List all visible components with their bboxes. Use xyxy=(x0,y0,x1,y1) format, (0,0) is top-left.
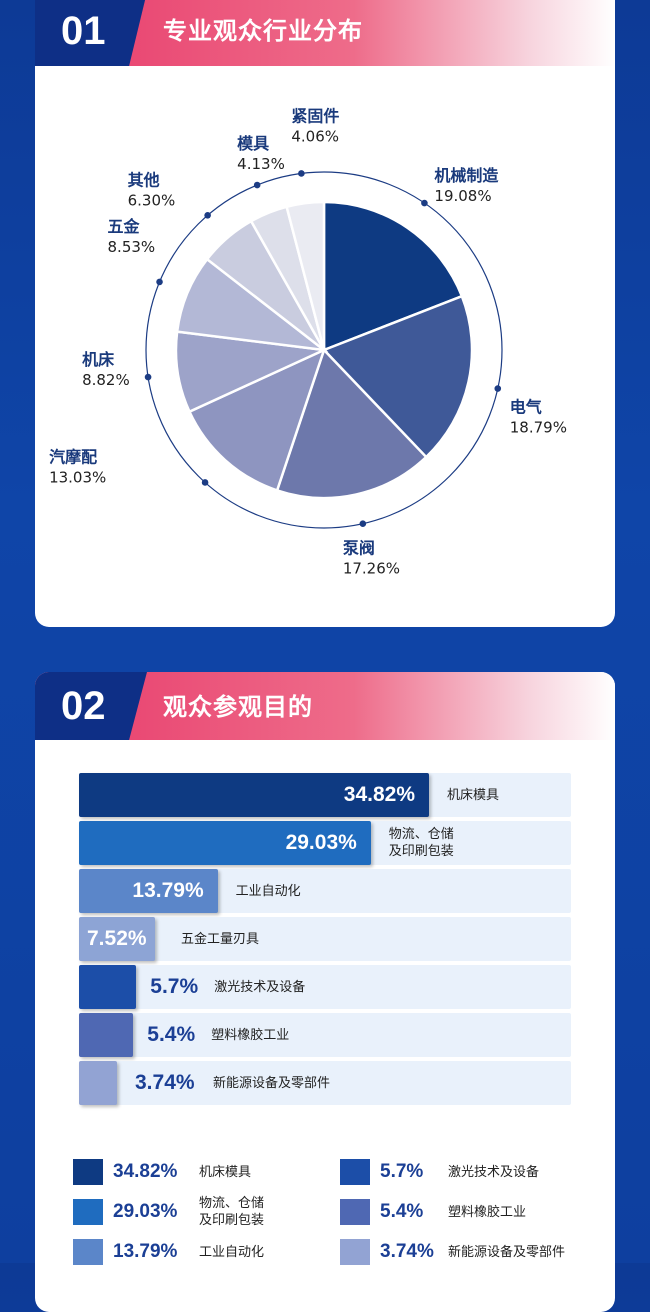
pie-slice xyxy=(285,200,326,351)
legend-value: 5.7% xyxy=(380,1161,424,1182)
bar-track xyxy=(79,917,571,961)
slice-marker-dot xyxy=(359,520,367,528)
slice-marker-dot xyxy=(494,385,502,392)
section-title: 观众参观目的 xyxy=(163,693,313,721)
section-number: 01 xyxy=(35,0,147,66)
slice-category-label: 机床 xyxy=(82,350,115,369)
visit-purpose-card: 02 观众参观目的 34.82% 机床模具 29.03% 物流、仓储 及印刷包装 13.… xyxy=(35,672,615,1312)
legend-item: 5.4% 塑料橡胶工业 xyxy=(340,1194,526,1230)
bar-value-label: 29.03% xyxy=(285,831,357,854)
legend-value: 13.79% xyxy=(113,1241,178,1262)
pie-slice xyxy=(321,294,474,459)
legend-value: 5.4% xyxy=(380,1201,424,1222)
slice-category-label: 五金 xyxy=(108,217,141,236)
pie-slice xyxy=(275,347,428,500)
slice-category-label: 模具 xyxy=(237,134,269,153)
section-number: 02 xyxy=(35,672,147,740)
legend-swatch xyxy=(73,1199,103,1225)
bar xyxy=(79,821,371,865)
legend-item: 5.7% 激光技术及设备 xyxy=(340,1154,539,1190)
section-header: 02 观众参观目的 xyxy=(35,672,615,740)
slice-marker-dot xyxy=(144,373,152,381)
bar-category-label: 工业自动化 xyxy=(235,883,301,899)
bar-value-label: 7.52% xyxy=(87,927,147,950)
slice-category-label: 其他 xyxy=(128,170,160,189)
bar xyxy=(79,869,218,913)
legend-swatch xyxy=(340,1199,370,1225)
slice-value-label: 13.03% xyxy=(49,468,106,486)
bar-track xyxy=(79,965,571,1009)
legend-item: 34.82% 机床模具 xyxy=(73,1154,251,1190)
slice-marker-dot xyxy=(204,212,211,219)
outer-ring xyxy=(145,171,503,529)
legend-swatch xyxy=(73,1159,103,1185)
legend-label: 机床模具 xyxy=(199,1164,252,1180)
industry-distribution-card: 01 专业观众行业分布 机械制造 19.08% 电气 18.79% 泵阀 17.26% 汽摩… xyxy=(35,0,615,627)
pie-slice xyxy=(187,347,327,492)
bar xyxy=(79,1013,134,1057)
bar-category-label: 新能源设备及零部件 xyxy=(213,1075,331,1091)
bar-value-label: 5.4% xyxy=(147,1023,196,1046)
legend-label: 塑料橡胶工业 xyxy=(448,1204,527,1220)
bar-track xyxy=(79,1061,571,1105)
slice-category-label: 泵阀 xyxy=(342,539,375,558)
legend-item: 13.79% 工业自动化 xyxy=(73,1234,264,1270)
section-title: 专业观众行业分布 xyxy=(163,17,363,45)
legend-label: 新能源设备及零部件 xyxy=(448,1244,566,1260)
slice-category-label: 汽摩配 xyxy=(49,447,97,466)
bar-value-label: 13.79% xyxy=(132,879,204,902)
slice-value-label: 8.82% xyxy=(82,371,130,389)
bar xyxy=(79,773,429,817)
bar-category-label: 五金工量刃具 xyxy=(181,931,260,947)
legend-value: 34.82% xyxy=(113,1161,178,1182)
pie-slice xyxy=(322,200,464,352)
slice-value-label: 18.79% xyxy=(510,419,567,437)
chart-legend: 34.82% 机床模具 29.03% 物流、仓储 及印刷包装 13.79% 工业自动化 5.… xyxy=(35,1142,615,1312)
slice-value-label: 17.26% xyxy=(343,560,400,578)
legend-swatch xyxy=(340,1159,370,1185)
legend-label: 激光技术及设备 xyxy=(448,1164,540,1180)
bar-category-label: 机床模具 xyxy=(447,787,500,803)
slice-marker-dot xyxy=(253,181,261,189)
bar-value-label: 34.82% xyxy=(343,783,415,806)
legend-item: 29.03% 物流、仓储 及印刷包装 xyxy=(73,1194,264,1230)
section-header: 01 专业观众行业分布 xyxy=(35,0,615,66)
bar xyxy=(79,965,137,1009)
bar-category-label: 物流、仓储 及印刷包装 xyxy=(388,827,454,859)
legend-label: 物流、仓储 及印刷包装 xyxy=(199,1196,265,1228)
bar xyxy=(79,917,155,961)
legend-value: 29.03% xyxy=(113,1201,178,1222)
bar-track xyxy=(79,1013,571,1057)
industry-pie-chart: 机械制造 19.08% 电气 18.79% 泵阀 17.26% 汽摩配 13.03% 机床 8.8… xyxy=(49,106,567,578)
legend-swatch xyxy=(73,1239,103,1265)
slice-marker-dot xyxy=(421,199,428,207)
bar-value-label: 5.7% xyxy=(150,975,199,998)
slice-value-label: 4.13% xyxy=(237,155,285,173)
slice-category-label: 电气 xyxy=(510,398,542,417)
slice-category-label: 机械制造 xyxy=(434,166,499,185)
slice-value-label: 6.30% xyxy=(128,191,176,209)
slice-marker-dot xyxy=(298,170,305,177)
slice-category-label: 紧固件 xyxy=(291,106,339,125)
slice-value-label: 4.06% xyxy=(291,127,339,145)
slice-marker-dot xyxy=(156,278,163,286)
legend-label: 工业自动化 xyxy=(199,1244,265,1260)
slice-value-label: 8.53% xyxy=(108,238,156,256)
legend-swatch xyxy=(340,1239,370,1265)
bar xyxy=(79,1061,117,1105)
bar-value-label: 3.74% xyxy=(135,1071,195,1094)
pie-slice xyxy=(174,330,329,414)
slice-value-label: 19.08% xyxy=(434,187,491,205)
bar-category-label: 塑料橡胶工业 xyxy=(211,1027,290,1043)
legend-value: 3.74% xyxy=(380,1241,434,1262)
slice-marker-dot xyxy=(201,479,209,486)
bar-category-label: 激光技术及设备 xyxy=(214,979,306,995)
legend-item: 3.74% 新能源设备及零部件 xyxy=(340,1234,565,1270)
